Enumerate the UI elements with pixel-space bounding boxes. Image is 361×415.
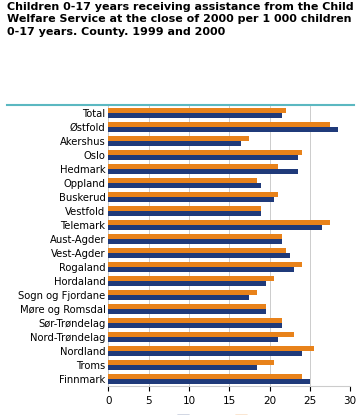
- Text: Children 0-17 years receiving assistance from the Child
Welfare Service at the c: Children 0-17 years receiving assistance…: [7, 2, 354, 37]
- Bar: [108, 351, 302, 356]
- Bar: [108, 253, 290, 258]
- Bar: [108, 261, 302, 267]
- Bar: [108, 295, 249, 300]
- Bar: [108, 290, 257, 295]
- Bar: [108, 155, 298, 160]
- Legend: 1999, 2000: 1999, 2000: [173, 411, 286, 415]
- Bar: [108, 234, 282, 239]
- Bar: [108, 178, 257, 183]
- Bar: [108, 113, 282, 118]
- Bar: [108, 220, 330, 225]
- Bar: [108, 248, 286, 253]
- Bar: [108, 141, 242, 146]
- Bar: [108, 317, 282, 323]
- Bar: [108, 136, 249, 141]
- Bar: [108, 149, 302, 155]
- Bar: [108, 379, 310, 384]
- Bar: [108, 211, 261, 216]
- Bar: [108, 309, 265, 314]
- Bar: [108, 374, 302, 379]
- Bar: [108, 346, 314, 351]
- Bar: [108, 337, 278, 342]
- Bar: [108, 225, 322, 230]
- Bar: [108, 332, 294, 337]
- Bar: [108, 276, 274, 281]
- Bar: [108, 183, 261, 188]
- Bar: [108, 304, 265, 309]
- Bar: [108, 323, 282, 328]
- Bar: [108, 169, 298, 174]
- Bar: [108, 267, 294, 272]
- Bar: [108, 197, 274, 202]
- Bar: [108, 164, 278, 169]
- Bar: [108, 122, 330, 127]
- Bar: [108, 365, 257, 370]
- Bar: [108, 239, 282, 244]
- Bar: [108, 205, 261, 211]
- Bar: [108, 192, 278, 197]
- Bar: [108, 281, 265, 286]
- Bar: [108, 127, 338, 132]
- Bar: [108, 360, 274, 365]
- Bar: [108, 107, 286, 113]
